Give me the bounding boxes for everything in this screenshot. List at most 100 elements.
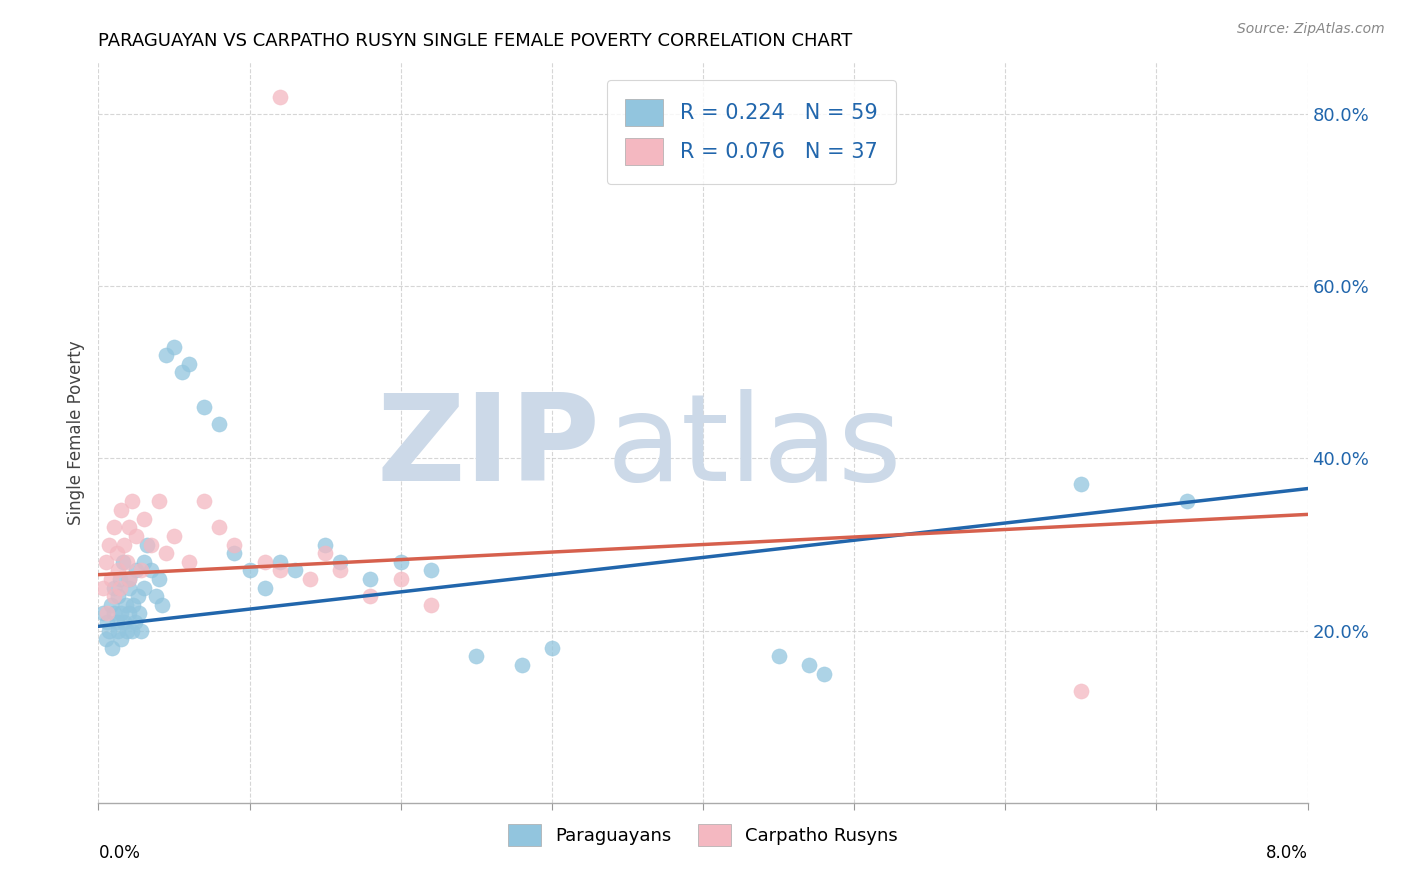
Point	[122, 598, 145, 612]
Point	[111, 555, 134, 569]
Text: PARAGUAYAN VS CARPATHO RUSYN SINGLE FEMALE POVERTY CORRELATION CHART: PARAGUAYAN VS CARPATHO RUSYN SINGLE FEMA…	[98, 32, 852, 50]
Point	[100, 598, 122, 612]
Point	[114, 598, 136, 612]
Text: 8.0%: 8.0%	[1265, 844, 1308, 862]
Point	[141, 537, 163, 551]
Point	[253, 581, 276, 595]
Point	[103, 607, 125, 621]
Point	[269, 555, 291, 569]
Point	[105, 615, 128, 629]
Point	[150, 598, 173, 612]
Point	[314, 546, 336, 560]
Point	[253, 555, 276, 569]
Point	[224, 537, 246, 551]
Text: atlas: atlas	[606, 389, 901, 506]
Point	[360, 572, 382, 586]
Point	[124, 615, 146, 629]
Text: Source: ZipAtlas.com: Source: ZipAtlas.com	[1237, 22, 1385, 37]
Point	[91, 607, 114, 621]
Point	[115, 624, 138, 638]
Point	[132, 555, 155, 569]
Point	[96, 615, 118, 629]
Point	[125, 563, 148, 577]
Point	[1070, 684, 1092, 698]
Point	[108, 572, 131, 586]
Point	[193, 400, 215, 414]
Point	[101, 640, 124, 655]
Point	[118, 607, 141, 621]
Point	[1175, 494, 1198, 508]
Point	[98, 537, 121, 551]
Point	[813, 666, 835, 681]
Point	[314, 537, 336, 551]
Point	[118, 572, 141, 586]
Point	[110, 632, 132, 647]
Point	[155, 546, 177, 560]
Point	[329, 555, 352, 569]
Point	[155, 348, 177, 362]
Point	[1070, 477, 1092, 491]
Point	[284, 563, 307, 577]
Point	[269, 563, 291, 577]
Point	[145, 589, 167, 603]
Point	[148, 572, 170, 586]
Text: 0.0%: 0.0%	[98, 844, 141, 862]
Point	[208, 520, 231, 534]
Point	[128, 607, 150, 621]
Point	[329, 563, 352, 577]
Point	[163, 529, 186, 543]
Point	[389, 555, 412, 569]
Point	[105, 546, 128, 560]
Y-axis label: Single Female Poverty: Single Female Poverty	[66, 341, 84, 524]
Point	[141, 563, 163, 577]
Point	[132, 512, 155, 526]
Point	[107, 589, 129, 603]
Point	[148, 494, 170, 508]
Point	[107, 563, 129, 577]
Point	[269, 90, 291, 104]
Point	[239, 563, 262, 577]
Point	[420, 563, 443, 577]
Point	[299, 572, 322, 586]
Point	[129, 624, 152, 638]
Point	[94, 632, 117, 647]
Point	[129, 563, 152, 577]
Point	[193, 494, 215, 508]
Point	[360, 589, 382, 603]
Point	[224, 546, 246, 560]
Point	[118, 520, 141, 534]
Point	[768, 649, 790, 664]
Point	[91, 581, 114, 595]
Point	[125, 529, 148, 543]
Point	[179, 555, 201, 569]
Point	[103, 520, 125, 534]
Point	[103, 581, 125, 595]
Point	[110, 607, 132, 621]
Point	[108, 581, 131, 595]
Point	[121, 494, 143, 508]
Point	[110, 503, 132, 517]
Point	[118, 572, 141, 586]
Legend: Paraguayans, Carpatho Rusyns: Paraguayans, Carpatho Rusyns	[501, 816, 905, 853]
Point	[127, 589, 149, 603]
Point	[112, 615, 135, 629]
Point	[465, 649, 488, 664]
Point	[121, 624, 143, 638]
Point	[420, 598, 443, 612]
Point	[208, 417, 231, 431]
Point	[179, 357, 201, 371]
Point	[115, 555, 138, 569]
Point	[510, 658, 533, 673]
Point	[100, 572, 122, 586]
Point	[389, 572, 412, 586]
Point	[797, 658, 820, 673]
Point	[118, 581, 141, 595]
Point	[96, 607, 118, 621]
Text: ZIP: ZIP	[377, 389, 600, 506]
Point	[112, 537, 135, 551]
Point	[107, 624, 129, 638]
Point	[98, 624, 121, 638]
Point	[132, 581, 155, 595]
Point	[94, 555, 117, 569]
Point	[540, 640, 562, 655]
